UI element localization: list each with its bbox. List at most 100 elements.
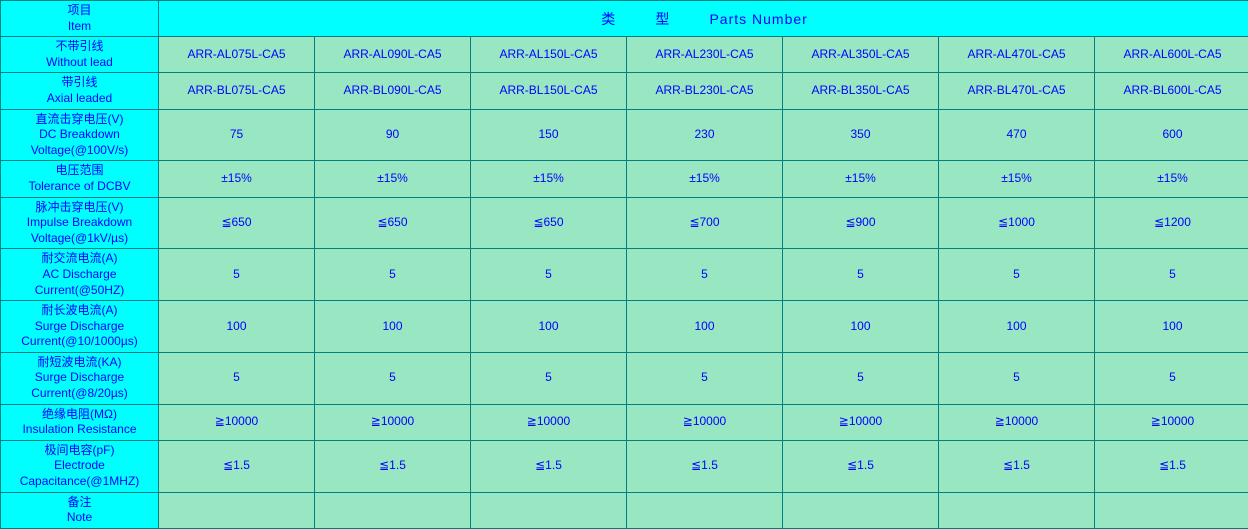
header-parts-label: Parts Number (709, 10, 807, 28)
row-label-en2: Capacitance(@1MHZ) (20, 474, 140, 488)
data-cell: ≦900 (783, 197, 939, 249)
data-cell: ARR-AL075L-CA5 (159, 37, 315, 73)
data-cell: ≦1000 (939, 197, 1095, 249)
data-cell: 230 (627, 109, 783, 161)
data-cell: 100 (471, 301, 627, 353)
data-cell: ARR-AL600L-CA5 (1095, 37, 1248, 73)
data-cell: ARR-BL350L-CA5 (783, 73, 939, 109)
row-label-cn: 耐短波电流(KA) (37, 355, 121, 369)
data-cell: 470 (939, 109, 1095, 161)
row-label-en2: Current(@10/1000µs) (21, 334, 137, 348)
data-cell: 75 (159, 109, 315, 161)
data-cell: ≦1.5 (315, 440, 471, 492)
data-cell: ARR-AL150L-CA5 (471, 37, 627, 73)
data-cell: ≧10000 (783, 404, 939, 440)
row-label: 耐短波电流(KA)Surge DischargeCurrent(@8/20µs) (1, 352, 159, 404)
data-cell: 5 (1095, 249, 1248, 301)
data-cell: 100 (315, 301, 471, 353)
header-type-cn: 类 (601, 10, 616, 28)
data-cell: ≦1.5 (627, 440, 783, 492)
row-label: 耐长波电流(A) Surge DischargeCurrent(@10/1000µ… (1, 301, 159, 353)
row-label-cn: 耐长波电流(A) (42, 303, 118, 317)
data-cell: ±15% (315, 161, 471, 197)
data-cell: 100 (627, 301, 783, 353)
data-cell (471, 492, 627, 528)
table-row: 脉冲击穿电压(V)Impulse BreakdownVoltage(@1kV/µ… (1, 197, 1248, 249)
row-label-en: Surge Discharge (35, 319, 124, 333)
row-label: 极间电容(pF)ElectrodeCapacitance(@1MHZ) (1, 440, 159, 492)
row-label: 耐交流电流(A)AC DischargeCurrent(@50HZ) (1, 249, 159, 301)
data-cell: ARR-BL230L-CA5 (627, 73, 783, 109)
row-label: 绝缘电阻(MΩ)Insulation Resistance (1, 404, 159, 440)
data-cell: ARR-BL470L-CA5 (939, 73, 1095, 109)
data-cell: ≦1200 (1095, 197, 1248, 249)
data-cell: ARR-BL090L-CA5 (315, 73, 471, 109)
table-row: 不带引线Without leadARR-AL075L-CA5ARR-AL090L… (1, 37, 1248, 73)
data-cell (783, 492, 939, 528)
header-row: 项目 Item 类 型 Parts Number (1, 1, 1248, 37)
header-parts: 类 型 Parts Number (159, 1, 1248, 37)
row-label-en: Insulation Resistance (22, 422, 136, 436)
data-cell: ±15% (471, 161, 627, 197)
row-label-en2: Current(@8/20µs) (31, 386, 127, 400)
data-cell: 5 (939, 249, 1095, 301)
data-cell: 5 (159, 249, 315, 301)
row-label: 不带引线 Without lead (1, 37, 159, 73)
data-cell: ±15% (1095, 161, 1248, 197)
row-label-cn: 不带引线 (55, 39, 103, 53)
data-cell: 5 (471, 352, 627, 404)
row-label-cn: 极间电容(pF) (45, 443, 115, 457)
data-cell: 5 (783, 249, 939, 301)
data-cell: 100 (159, 301, 315, 353)
header-item-cn: 项目 (67, 3, 91, 17)
row-label-en: Axial leaded (47, 91, 112, 105)
data-cell: ≦700 (627, 197, 783, 249)
row-label-en: Tolerance of DCBV (28, 179, 130, 193)
data-cell: ≧10000 (1095, 404, 1248, 440)
data-cell: ARR-BL600L-CA5 (1095, 73, 1248, 109)
row-label-cn: 带引线 (61, 75, 97, 89)
table-row: 耐长波电流(A) Surge DischargeCurrent(@10/1000µ… (1, 301, 1248, 353)
table-row: 电压范围Tolerance of DCBV±15%±15%±15%±15%±15… (1, 161, 1248, 197)
table-row: 绝缘电阻(MΩ)Insulation Resistance≧10000≧1000… (1, 404, 1248, 440)
header-item: 项目 Item (1, 1, 159, 37)
data-cell: ≧10000 (159, 404, 315, 440)
data-cell: ≦650 (159, 197, 315, 249)
data-cell (627, 492, 783, 528)
data-cell: 100 (1095, 301, 1248, 353)
data-cell: 5 (783, 352, 939, 404)
data-cell: 5 (627, 352, 783, 404)
data-cell: 100 (783, 301, 939, 353)
data-cell: ≦1.5 (159, 440, 315, 492)
data-cell: ≧10000 (939, 404, 1095, 440)
row-label: 电压范围 Tolerance of DCBV (1, 161, 159, 197)
row-label-en2: Voltage(@1kV/µs) (31, 231, 128, 245)
row-label-en: Without lead (46, 55, 113, 69)
data-cell: 150 (471, 109, 627, 161)
data-cell: ≧10000 (315, 404, 471, 440)
row-label-en: Note (67, 510, 92, 524)
row-label-en2: Current(@50HZ) (35, 283, 125, 297)
table-row: 带引线Axial leadedARR-BL075L-CA5ARR-BL090L-… (1, 73, 1248, 109)
data-cell: ≧10000 (627, 404, 783, 440)
data-cell: 100 (939, 301, 1095, 353)
data-cell: ARR-BL150L-CA5 (471, 73, 627, 109)
data-cell: 5 (627, 249, 783, 301)
data-cell: ≦1.5 (939, 440, 1095, 492)
data-cell: ±15% (783, 161, 939, 197)
row-label-cn: 电压范围 (55, 163, 103, 177)
data-cell: ±15% (939, 161, 1095, 197)
row-label: 直流击穿电压(V)DC BreakdownVoltage(@100V/s) (1, 109, 159, 161)
table-row: 备注Note (1, 492, 1248, 528)
spec-table: 项目 Item 类 型 Parts Number 不带引线 Without lea… (0, 0, 1248, 529)
data-cell: ARR-AL230L-CA5 (627, 37, 783, 73)
data-cell: ARR-AL350L-CA5 (783, 37, 939, 73)
data-cell: ≦1.5 (783, 440, 939, 492)
row-label-cn: 绝缘电阻(MΩ) (42, 407, 117, 421)
data-cell: 350 (783, 109, 939, 161)
table-row: 耐交流电流(A)AC DischargeCurrent(@50HZ)555555… (1, 249, 1248, 301)
data-cell (1095, 492, 1248, 528)
row-label-en2: Voltage(@100V/s) (31, 143, 129, 157)
table-row: 耐短波电流(KA)Surge DischargeCurrent(@8/20µs)… (1, 352, 1248, 404)
row-label-en: DC Breakdown (39, 127, 120, 141)
